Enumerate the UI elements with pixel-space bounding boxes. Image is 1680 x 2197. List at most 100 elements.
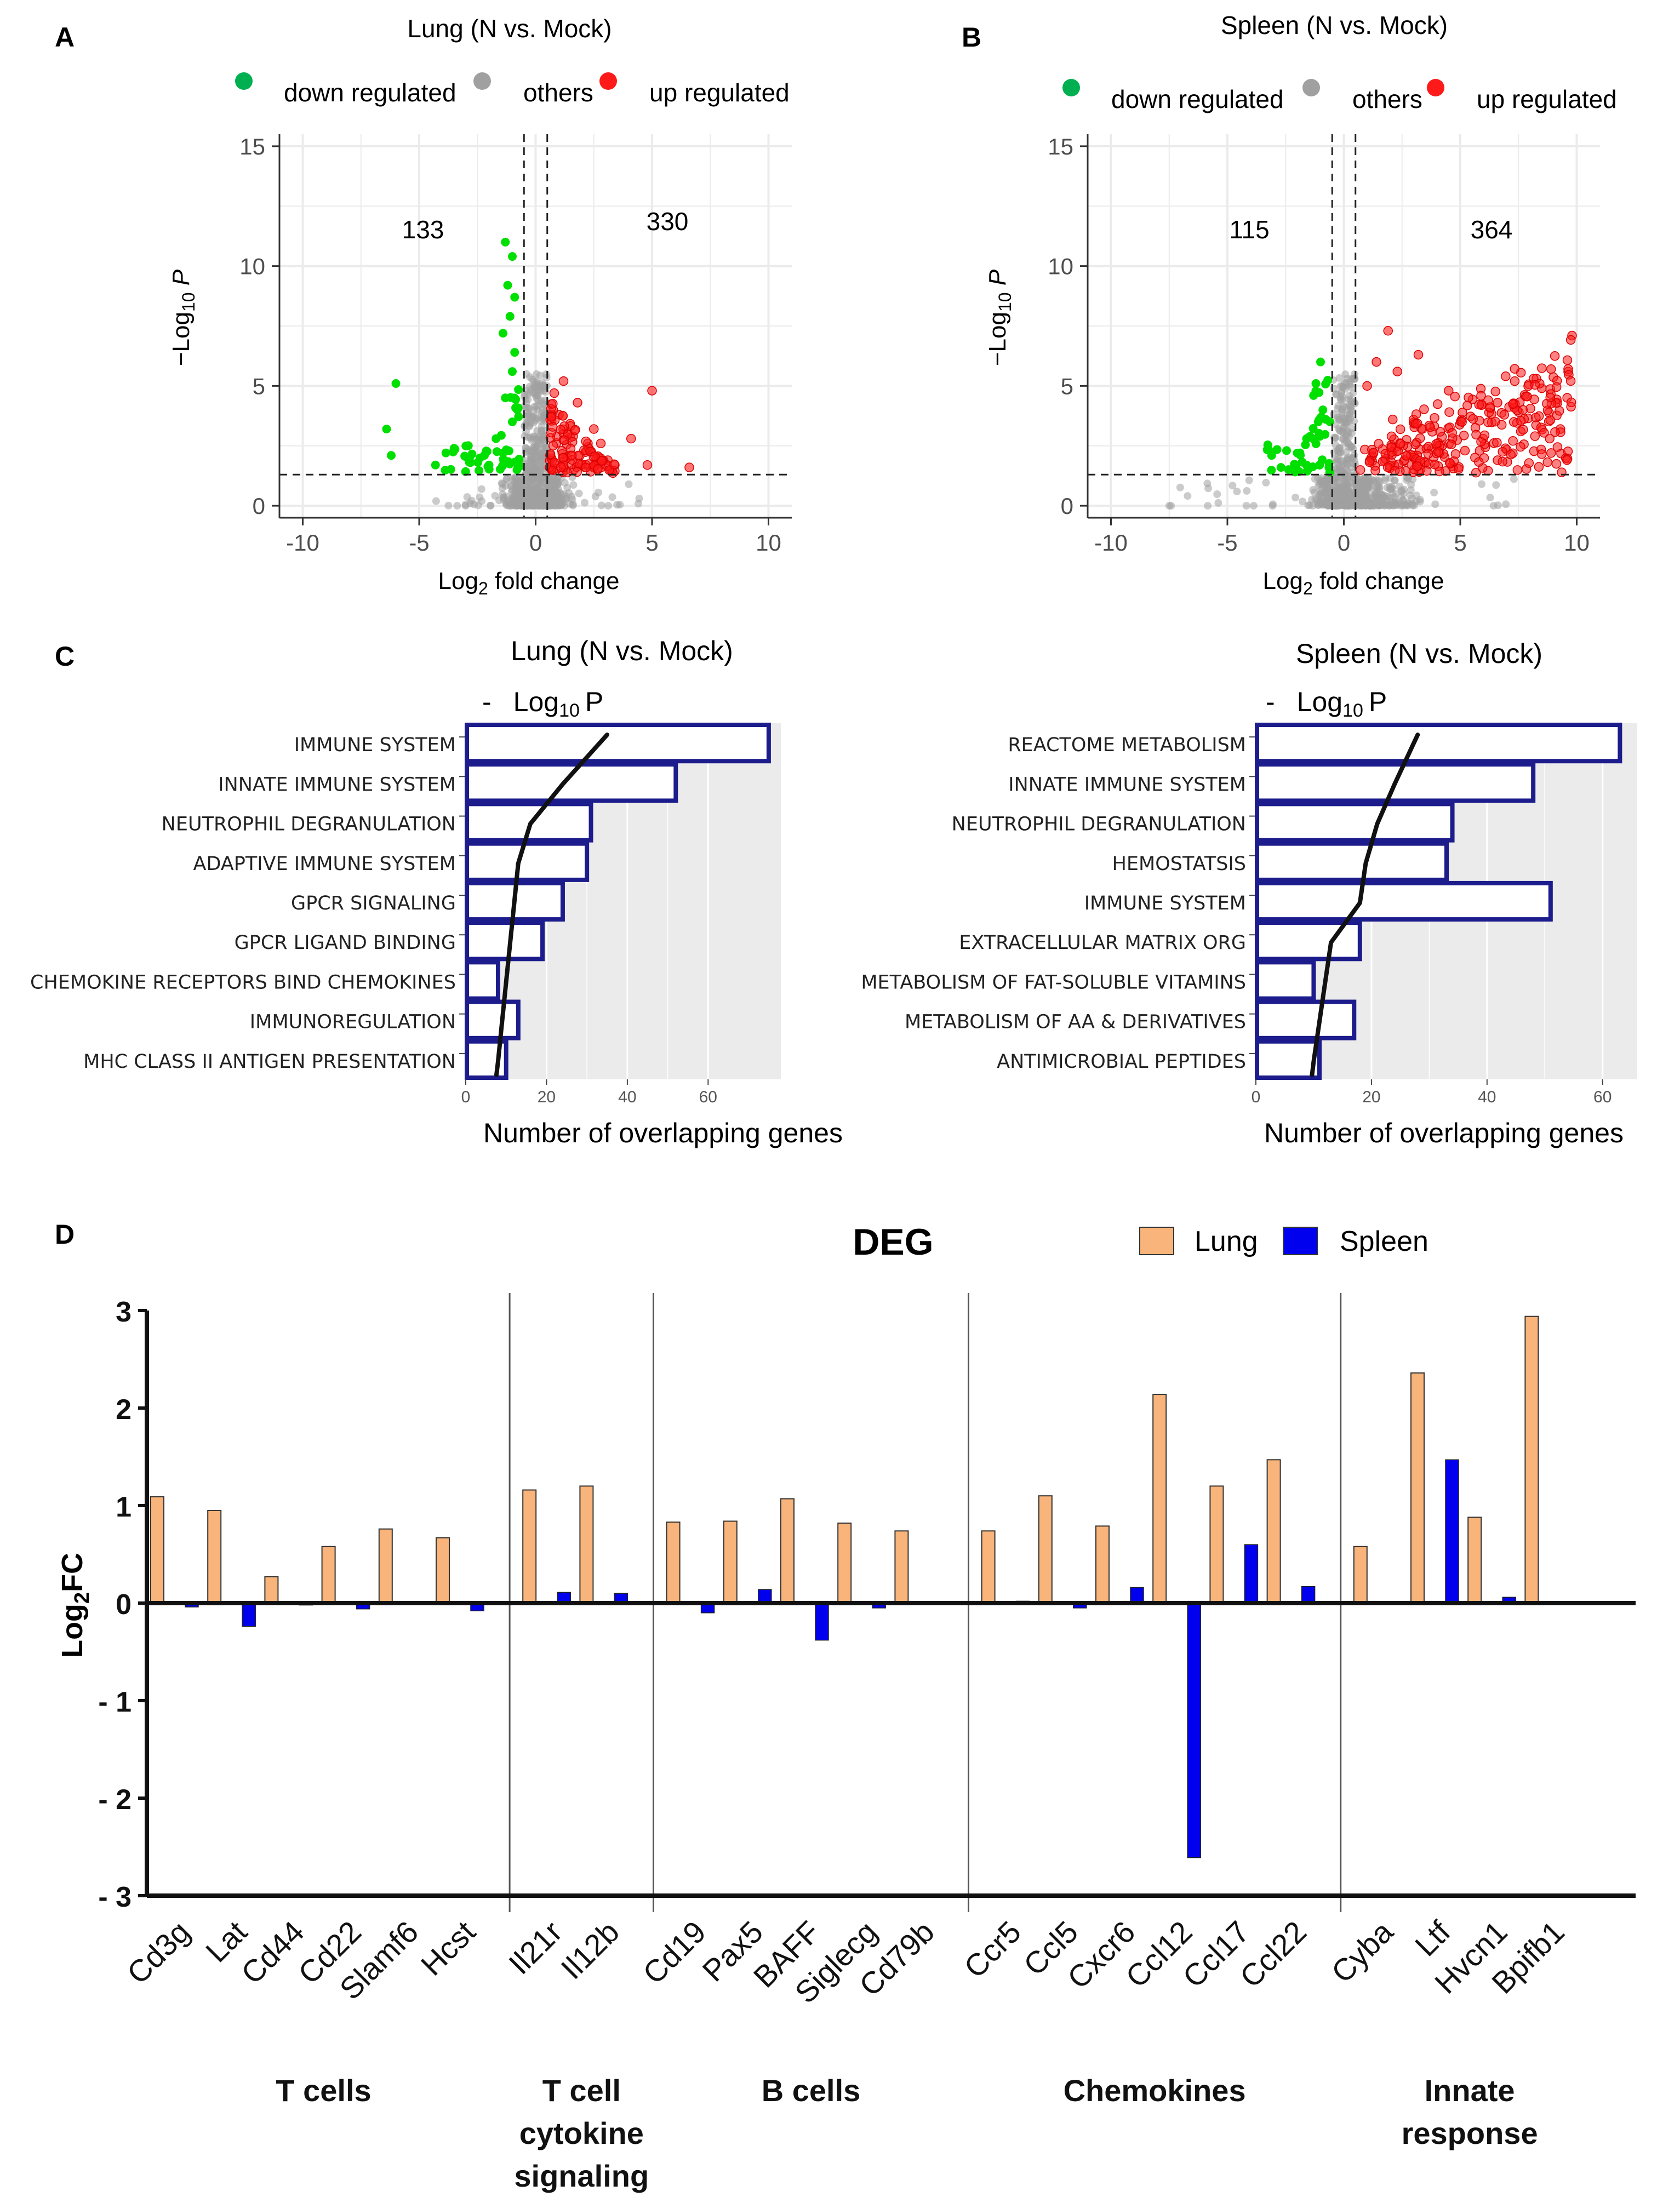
point-up-regulated bbox=[549, 457, 559, 468]
enrichment-bar bbox=[1255, 841, 1449, 882]
enrichment-category-label: IMMUNE SYSTEM bbox=[294, 734, 456, 756]
group-label: Chemokines bbox=[1064, 2073, 1246, 2108]
point-down-regulated bbox=[515, 461, 524, 471]
legend-others-label: others bbox=[523, 78, 593, 107]
enrichment-bar bbox=[465, 841, 590, 882]
point-up-regulated bbox=[1410, 439, 1420, 449]
point-up-regulated bbox=[1430, 413, 1439, 423]
point-others bbox=[635, 500, 643, 508]
point-down-regulated bbox=[1305, 432, 1315, 441]
point-down-regulated bbox=[1316, 357, 1325, 367]
point-down-regulated bbox=[461, 442, 471, 451]
point-others bbox=[510, 488, 518, 496]
point-others bbox=[1243, 487, 1251, 495]
x-tick-label: -10 bbox=[1094, 530, 1128, 556]
point-down-regulated bbox=[1282, 446, 1292, 455]
point-others bbox=[522, 457, 530, 465]
gene-label: Il12b bbox=[554, 1914, 625, 1986]
point-down-regulated bbox=[508, 252, 517, 261]
point-others bbox=[1317, 488, 1325, 496]
point-down-regulated bbox=[1318, 405, 1328, 415]
volcano-lung-up-count: 330 bbox=[647, 207, 689, 236]
point-others bbox=[498, 484, 506, 493]
point-others bbox=[1410, 501, 1419, 510]
point-up-regulated bbox=[1518, 425, 1528, 435]
point-down-regulated bbox=[1315, 388, 1324, 397]
point-others bbox=[1366, 482, 1374, 490]
y-tick-label: 3 bbox=[116, 1296, 132, 1328]
enrichment-bar bbox=[1255, 999, 1357, 1040]
point-up-regulated bbox=[1431, 439, 1441, 449]
point-up-regulated bbox=[1542, 457, 1552, 467]
bar-lung bbox=[1266, 1459, 1281, 1604]
point-others bbox=[625, 480, 633, 488]
panel-a-letter: A bbox=[55, 22, 75, 53]
enrichment-bar bbox=[465, 762, 678, 803]
point-others bbox=[1385, 501, 1393, 510]
point-up-regulated bbox=[1562, 455, 1572, 465]
volcano-spleen-down-count: 115 bbox=[1229, 215, 1269, 244]
bar-lung bbox=[1038, 1495, 1053, 1604]
point-others bbox=[1335, 478, 1343, 487]
point-others bbox=[1340, 383, 1348, 391]
point-up-regulated bbox=[1411, 419, 1421, 429]
point-up-regulated bbox=[1496, 420, 1507, 430]
point-down-regulated bbox=[1294, 467, 1304, 476]
x-tick-label: 5 bbox=[645, 530, 658, 556]
point-up-regulated bbox=[1565, 335, 1576, 345]
legend-down-label: down regulated bbox=[284, 78, 456, 107]
enrichment-bar bbox=[1255, 802, 1455, 843]
point-others bbox=[1345, 440, 1353, 448]
point-up-regulated bbox=[1476, 391, 1486, 401]
point-others bbox=[1335, 374, 1344, 382]
point-down-regulated bbox=[461, 467, 470, 476]
bar-lung bbox=[579, 1485, 594, 1604]
point-up-regulated bbox=[1522, 392, 1532, 402]
point-others bbox=[1486, 494, 1494, 502]
point-others bbox=[1308, 495, 1316, 504]
bar-lung bbox=[1467, 1517, 1482, 1604]
x-tick-label: 40 bbox=[1478, 1088, 1496, 1106]
volcano-lung-x-label: Log2 fold change bbox=[438, 568, 620, 598]
x-tick-label: 40 bbox=[618, 1088, 636, 1106]
point-others bbox=[1324, 474, 1332, 483]
point-up-regulated bbox=[1388, 414, 1398, 425]
point-up-regulated bbox=[626, 433, 636, 444]
point-down-regulated bbox=[1321, 379, 1330, 388]
point-others bbox=[1345, 487, 1353, 495]
volcano-spleen-y-label: −Log10 P bbox=[984, 269, 1015, 366]
point-others bbox=[604, 502, 613, 510]
point-others bbox=[1403, 476, 1411, 484]
point-up-regulated bbox=[1396, 439, 1405, 449]
point-up-regulated bbox=[1550, 351, 1560, 361]
point-others bbox=[502, 499, 511, 507]
point-up-regulated bbox=[1433, 447, 1443, 457]
legend-down-label: down regulated bbox=[1111, 85, 1284, 113]
enrichment-category-label: EXTRACELLULAR MATRIX ORG bbox=[959, 932, 1246, 954]
point-others bbox=[1228, 482, 1237, 490]
point-others bbox=[523, 404, 532, 412]
point-others bbox=[1304, 501, 1312, 510]
y-tick-label: - 3 bbox=[98, 1881, 132, 1913]
legend-down-marker bbox=[235, 72, 253, 90]
bar-lung bbox=[1524, 1315, 1539, 1604]
point-up-regulated bbox=[1546, 364, 1556, 374]
gene-label: Cd19 bbox=[636, 1914, 712, 1990]
point-up-regulated bbox=[1510, 364, 1519, 374]
gene-label: Il21r bbox=[502, 1914, 569, 1981]
enrichment-bar bbox=[1255, 723, 1622, 764]
point-others bbox=[523, 418, 532, 426]
legend-lung-label: Lung bbox=[1195, 1226, 1258, 1257]
point-others bbox=[575, 489, 583, 497]
enrichment-category-label: MHC CLASS II ANTIGEN PRESENTATION bbox=[83, 1051, 456, 1073]
point-others bbox=[542, 370, 550, 378]
point-up-regulated bbox=[1536, 449, 1547, 459]
point-others bbox=[1314, 499, 1322, 507]
point-others bbox=[1345, 433, 1353, 441]
point-down-regulated bbox=[473, 458, 483, 467]
point-others bbox=[461, 502, 470, 510]
point-down-regulated bbox=[501, 237, 510, 247]
point-up-regulated bbox=[567, 450, 577, 461]
point-others bbox=[523, 488, 532, 496]
